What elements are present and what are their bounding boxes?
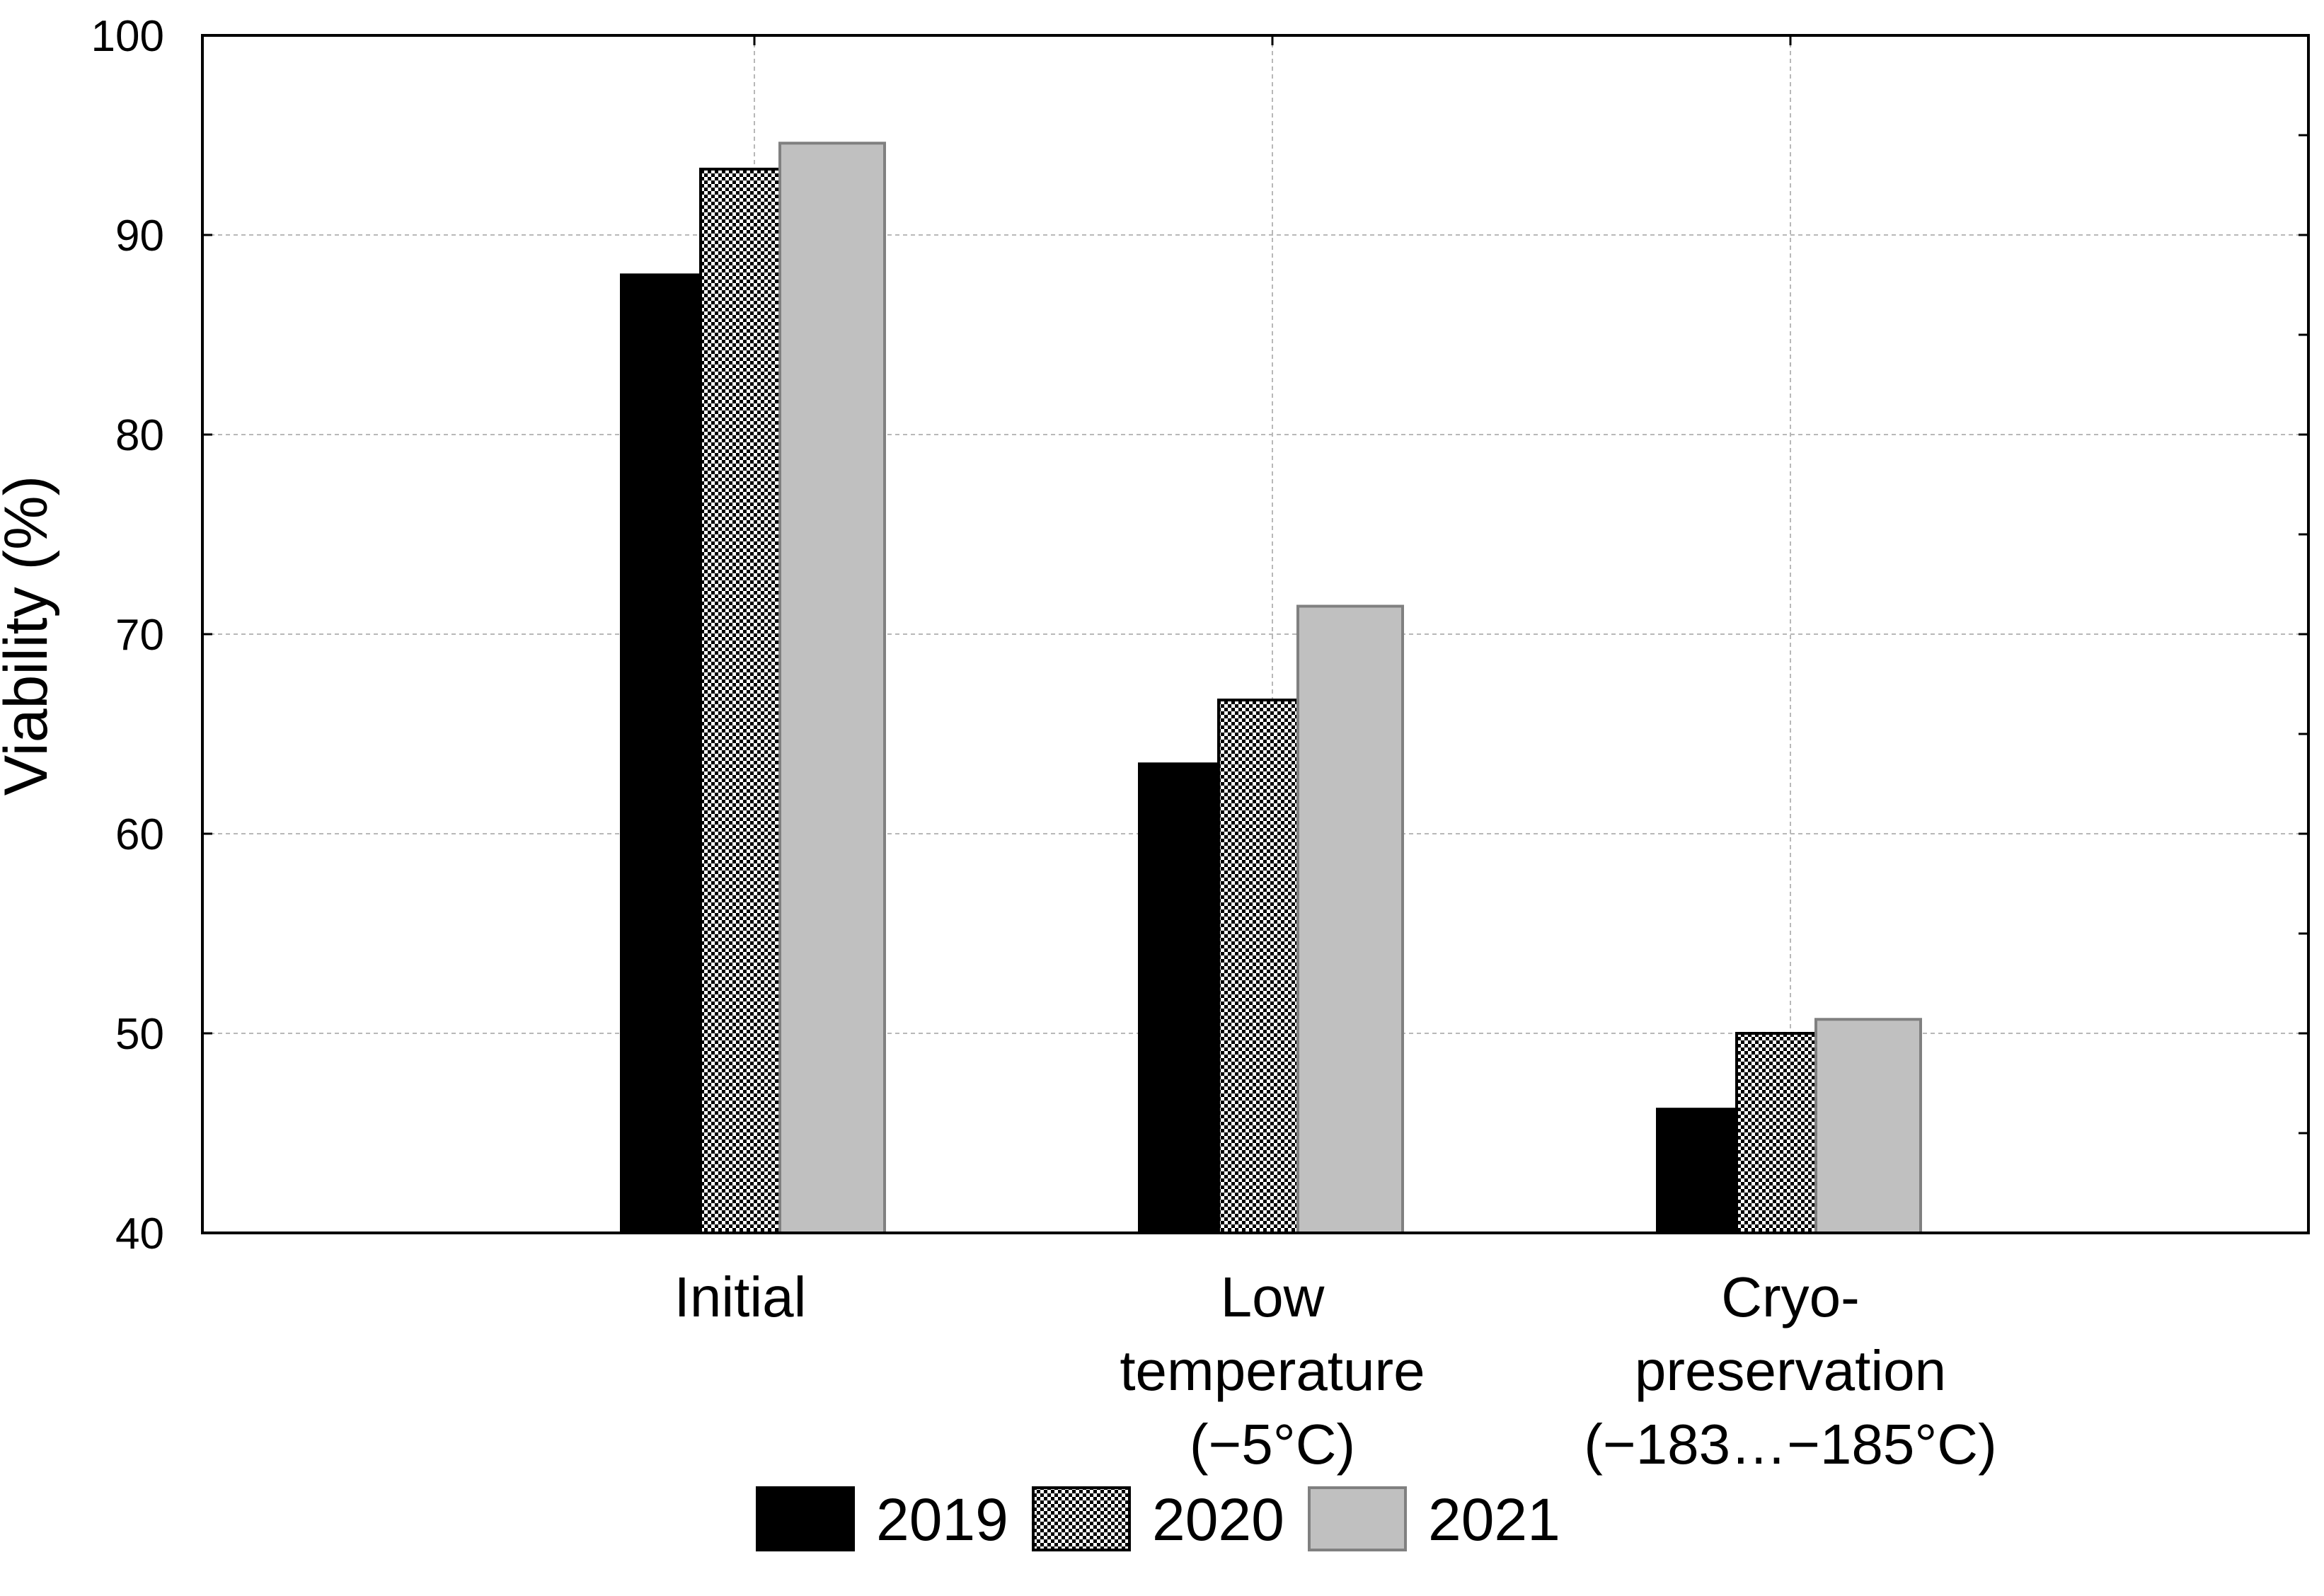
y-axis-label: Viability (%) [0, 476, 60, 796]
category-label: preservation [1635, 1339, 1946, 1402]
y-tick-label: 70 [115, 611, 164, 660]
category-label: Cryo- [1721, 1265, 1860, 1328]
bar-2020-1 [1217, 699, 1299, 1234]
bar-2019-0 [620, 273, 702, 1234]
bar-2021-2 [1814, 1018, 1922, 1234]
category-labels: Initial Low temperature (−5°C) Cryo-preserva… [674, 1265, 1997, 1476]
legend-label-2021: 2021 [1428, 1486, 1560, 1553]
legend-label-2020: 2020 [1152, 1486, 1284, 1553]
plot-frame [201, 34, 2310, 1234]
y-tick-labels: 40 50 60 70 80 90 100 [91, 12, 164, 1258]
legend-swatch-2021 [1308, 1486, 1407, 1551]
category-label: Low [1221, 1265, 1325, 1328]
legend-swatch-2019 [756, 1486, 855, 1551]
category-label: Initial [674, 1265, 807, 1328]
bar-2021-1 [1296, 604, 1404, 1234]
y-tick-label: 60 [115, 810, 164, 859]
category-label: temperature [1120, 1339, 1425, 1402]
legend-swatch-2020 [1032, 1486, 1131, 1551]
y-tick-label: 40 [115, 1210, 164, 1258]
bar-2019-1 [1138, 762, 1220, 1235]
bar-2019-2 [1656, 1108, 1738, 1235]
legend-label-2019: 2019 [876, 1486, 1008, 1553]
legend: 2019 2020 2021 [756, 1486, 1560, 1553]
y-tick-label: 90 [115, 212, 164, 260]
bar-2020-2 [1735, 1032, 1817, 1234]
bar-2020-0 [699, 167, 781, 1235]
bars [620, 142, 1922, 1235]
y-tick-label: 100 [91, 12, 164, 61]
y-tick-label: 50 [115, 1010, 164, 1059]
category-label: (−183…−185°C) [1584, 1413, 1996, 1476]
axes [201, 34, 2310, 1234]
y-tick-label: 80 [115, 411, 164, 460]
category-label: (−5°C) [1190, 1413, 1355, 1476]
bar-2021-0 [778, 142, 886, 1234]
